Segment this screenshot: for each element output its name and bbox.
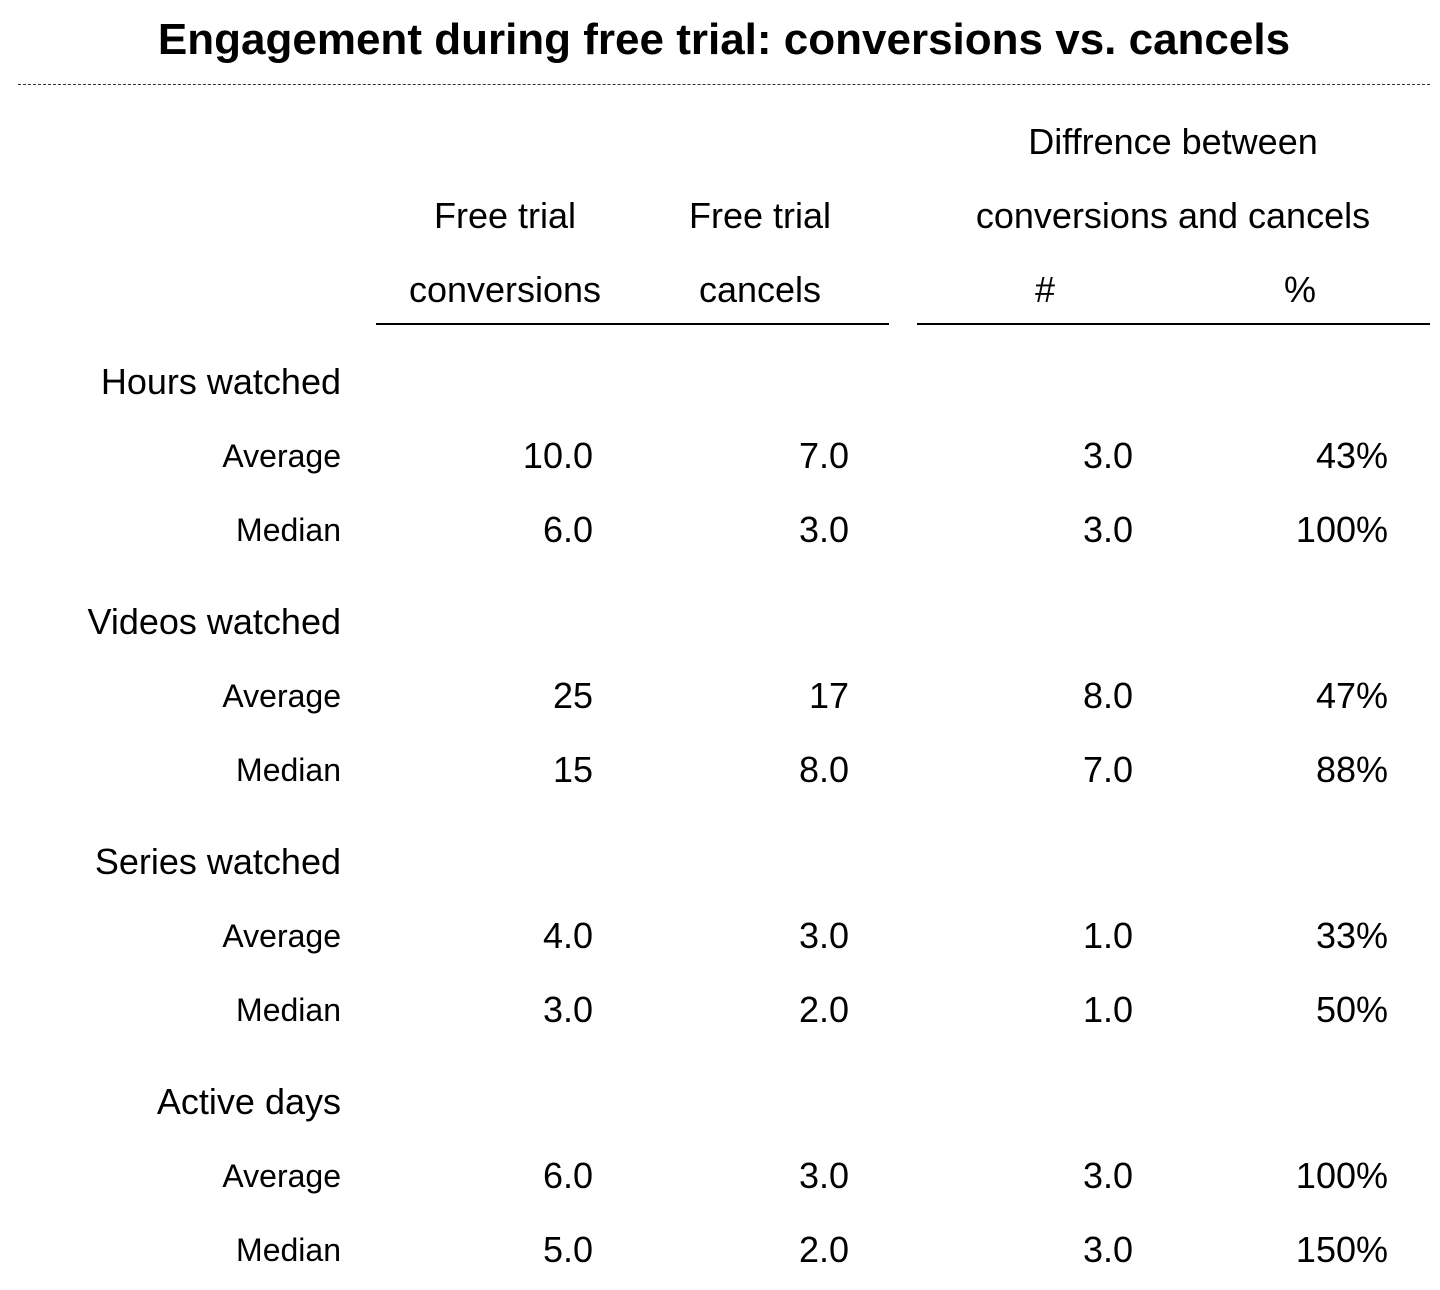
header-cancels-line2: cancels bbox=[698, 269, 822, 310]
row-label: Median bbox=[236, 752, 341, 788]
cell-pct: 150% bbox=[1295, 1229, 1388, 1270]
header-cancels-line1: Free trial bbox=[688, 195, 832, 236]
cell-diff: 1.0 bbox=[1082, 915, 1133, 956]
group-label-series-watched: Series watched bbox=[94, 841, 341, 882]
header-difference-line2: conversions and cancels bbox=[975, 195, 1371, 236]
cell-cancels: 3.0 bbox=[798, 915, 849, 956]
group-label-hours-watched: Hours watched bbox=[100, 361, 341, 402]
page-title: Engagement during free trial: conversion… bbox=[157, 15, 1291, 64]
row-label: Average bbox=[222, 918, 341, 954]
cell-conversions: 3.0 bbox=[542, 989, 593, 1030]
cell-cancels: 3.0 bbox=[798, 509, 849, 550]
cell-conversions: 15 bbox=[552, 749, 593, 790]
cell-cancels: 8.0 bbox=[798, 749, 849, 790]
cell-cancels: 17 bbox=[808, 675, 849, 716]
cell-pct: 50% bbox=[1315, 989, 1388, 1030]
title-divider bbox=[18, 84, 1430, 85]
cell-pct: 100% bbox=[1295, 509, 1388, 550]
row-label: Average bbox=[222, 1158, 341, 1194]
cell-pct: 47% bbox=[1315, 675, 1388, 716]
cell-conversions: 6.0 bbox=[542, 1155, 593, 1196]
cell-conversions: 5.0 bbox=[542, 1229, 593, 1270]
cell-pct: 88% bbox=[1315, 749, 1388, 790]
row-label: Median bbox=[236, 512, 341, 548]
header-diff-count: # bbox=[1034, 269, 1056, 310]
cell-cancels: 7.0 bbox=[798, 435, 849, 476]
header-conversions-line1: Free trial bbox=[433, 195, 577, 236]
row-label: Average bbox=[222, 438, 341, 474]
cell-pct: 33% bbox=[1315, 915, 1388, 956]
cell-conversions: 10.0 bbox=[522, 435, 593, 476]
cell-cancels: 2.0 bbox=[798, 989, 849, 1030]
cell-diff: 7.0 bbox=[1082, 749, 1133, 790]
header-rule-difference bbox=[917, 323, 1430, 325]
cell-cancels: 2.0 bbox=[798, 1229, 849, 1270]
group-label-videos-watched: Videos watched bbox=[87, 601, 341, 642]
header-rule-trial bbox=[376, 323, 889, 325]
cell-diff: 3.0 bbox=[1082, 1229, 1133, 1270]
cell-diff: 3.0 bbox=[1082, 435, 1133, 476]
row-label: Average bbox=[222, 678, 341, 714]
row-label: Median bbox=[236, 992, 341, 1028]
cell-diff: 3.0 bbox=[1082, 1155, 1133, 1196]
cell-diff: 1.0 bbox=[1082, 989, 1133, 1030]
header-difference-line1: Diffrence between bbox=[1028, 121, 1318, 162]
cell-diff: 3.0 bbox=[1082, 509, 1133, 550]
group-label-active-days: Active days bbox=[156, 1081, 341, 1122]
row-label: Median bbox=[236, 1232, 341, 1268]
cell-pct: 100% bbox=[1295, 1155, 1388, 1196]
header-conversions-line2: conversions bbox=[408, 269, 602, 310]
cell-cancels: 3.0 bbox=[798, 1155, 849, 1196]
cell-pct: 43% bbox=[1315, 435, 1388, 476]
header-diff-pct: % bbox=[1283, 269, 1316, 310]
cell-conversions: 6.0 bbox=[542, 509, 593, 550]
cell-diff: 8.0 bbox=[1082, 675, 1133, 716]
cell-conversions: 4.0 bbox=[542, 915, 593, 956]
cell-conversions: 25 bbox=[552, 675, 593, 716]
